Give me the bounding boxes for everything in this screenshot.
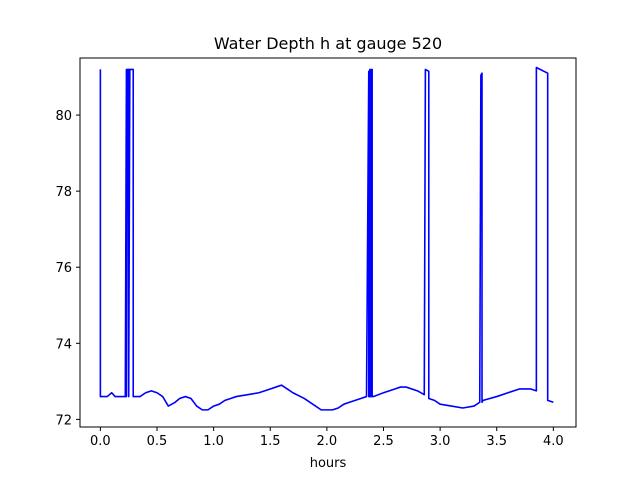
x-tick-label: 1.0 [203,434,224,449]
y-tick-label: 74 [55,337,72,352]
x-tick-label: 4.0 [543,434,564,449]
axes-frame [79,57,577,428]
y-axis-ticks: 72 74 76 78 80 [55,109,80,428]
x-tick-label: 2.5 [373,434,394,449]
chart-title: Water Depth h at gauge 520 [214,34,442,53]
plot-area [99,66,554,411]
x-tick-label: 0.0 [90,434,111,449]
y-tick-label: 72 [55,413,72,428]
x-axis-label: hours [310,456,347,471]
series-line-0 [99,66,554,411]
x-tick-label: 2.0 [317,434,338,449]
x-tick-label: 0.5 [147,434,168,449]
y-tick-label: 78 [55,185,72,200]
x-tick-label: 3.0 [430,434,451,449]
y-tick-label: 76 [55,261,72,276]
x-tick-label: 1.5 [260,434,281,449]
x-tick-label: 3.5 [486,434,507,449]
x-axis-ticks: 0.0 0.5 1.0 1.5 2.0 2.5 3.0 3.5 4.0 [90,427,564,449]
y-tick-label: 80 [55,109,72,124]
